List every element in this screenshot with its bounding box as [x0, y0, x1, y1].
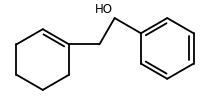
Text: HO: HO — [95, 3, 113, 16]
